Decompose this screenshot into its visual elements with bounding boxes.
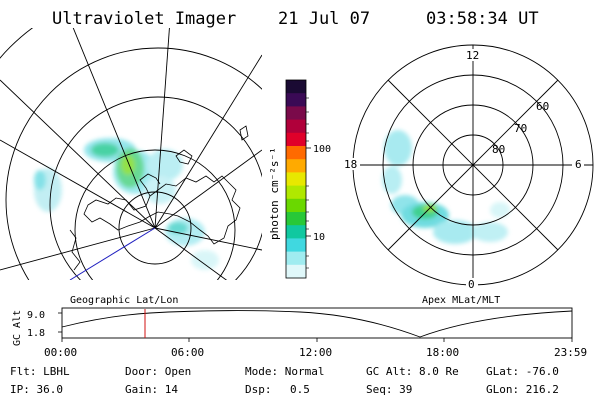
apex-map: 12 18 6 0 60 70 80	[342, 44, 594, 291]
mlt-label-12: 12	[466, 49, 479, 62]
colorbar-cell	[286, 238, 306, 253]
door-value: Door: Open	[125, 365, 191, 378]
glon-value: GLon: 216.2	[486, 383, 559, 396]
apex-map-label: Apex MLat/MLT	[422, 295, 500, 306]
colorbar-cell	[286, 225, 306, 239]
colorbar-tick-100: 100	[313, 144, 331, 155]
altitude-ytick-high: 9.0	[27, 310, 45, 321]
colorbar-cell	[286, 132, 306, 147]
altitude-xtick-1: 06:00	[171, 346, 204, 359]
colorbar-tick-10: 10	[313, 232, 325, 243]
colorbar-cell	[286, 106, 306, 121]
geographic-map	[0, 28, 262, 280]
filter-value: Flt: LBHL	[10, 365, 70, 378]
dsp-label: Dsp:	[245, 383, 272, 396]
colorbar-cell	[286, 159, 306, 173]
altitude-xtick-4: 23:59	[554, 346, 587, 359]
gain-value: Gain: 14	[125, 383, 178, 396]
observation-time: 03:58:34 UT	[426, 9, 539, 29]
colorbar-cell	[286, 264, 306, 279]
altitude-ytick-low: 1.8	[27, 328, 45, 339]
instrument-title: Ultraviolet Imager	[52, 9, 236, 29]
seq-value: Seq: 39	[366, 383, 412, 396]
colorbar-unit-label: photon cm⁻²s⁻¹	[268, 147, 281, 240]
colorbar-cell	[286, 93, 306, 107]
altitude-xtick-2: 12:00	[299, 346, 332, 359]
colorbar: 100 10 photon cm⁻²s⁻¹	[268, 79, 331, 279]
altitude-curve	[61, 310, 573, 338]
mlt-label-0: 0	[468, 278, 475, 291]
altitude-plot: 9.0 1.8 GC Alt 00:00 06:00 12:00 18:00 2…	[12, 307, 587, 359]
mode-value: Mode: Normal	[245, 365, 324, 378]
altitude-xtick-3: 18:00	[426, 346, 459, 359]
colorbar-cell	[286, 146, 306, 160]
terminator-line	[69, 227, 156, 280]
colorbar-cell	[286, 80, 306, 94]
altitude-ylabel: GC Alt	[12, 310, 23, 346]
gc-alt-value: GC Alt: 8.0 Re	[366, 365, 459, 378]
observation-date: 21 Jul 07	[278, 9, 370, 29]
mlat-label-80: 80	[492, 143, 505, 156]
colorbar-cell	[286, 198, 306, 213]
glat-value: GLat: -76.0	[486, 365, 559, 378]
continent-outline	[83, 175, 241, 245]
colorbar-cell	[286, 212, 306, 226]
altitude-xtick-0: 00:00	[44, 346, 77, 359]
mlat-label-60: 60	[536, 100, 549, 113]
colorbar-cell	[286, 251, 306, 266]
colorbar-cell	[286, 185, 306, 200]
dsp-value: 0.5	[290, 383, 310, 396]
colorbar-cell	[286, 172, 306, 187]
geographic-map-label: Geographic Lat/Lon	[70, 295, 178, 306]
mlt-label-6: 6	[575, 158, 582, 171]
mlat-label-70: 70	[514, 122, 527, 135]
colorbar-cell	[286, 119, 306, 134]
ip-value: IP: 36.0	[10, 383, 63, 396]
parameters-panel: Flt: LBHL Door: Open Mode: Normal GC Alt…	[10, 365, 559, 396]
aurora-emission-left	[34, 138, 219, 270]
mlt-label-18: 18	[344, 158, 357, 171]
aurora-emission-right	[382, 130, 510, 244]
